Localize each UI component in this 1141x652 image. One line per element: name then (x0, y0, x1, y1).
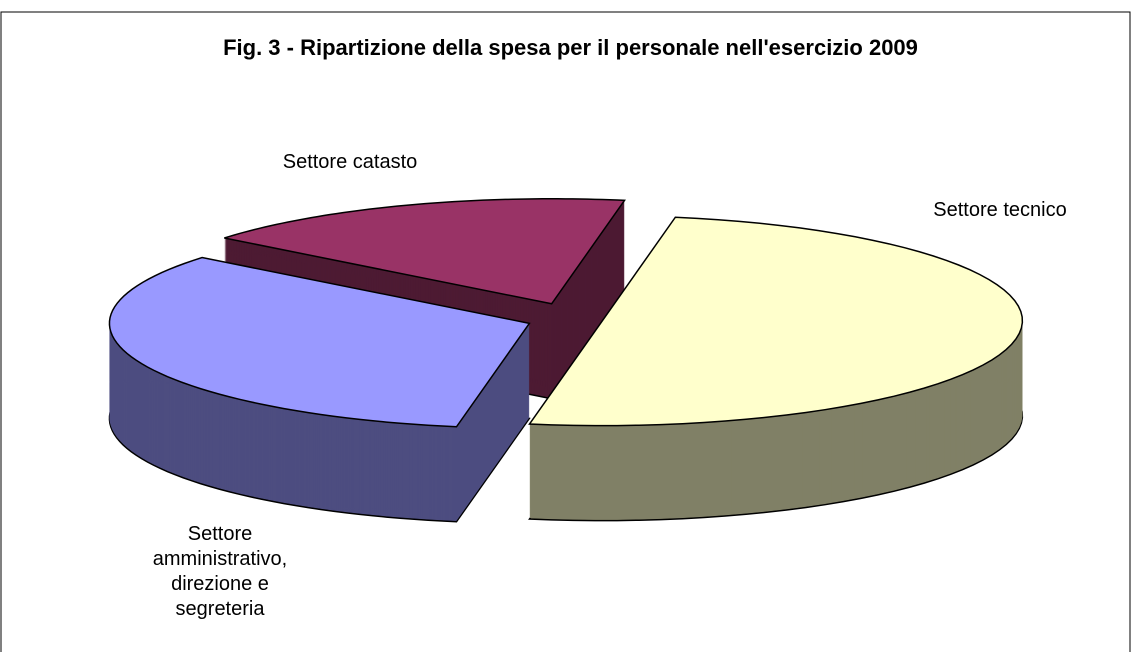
slice-label: Settore tecnico (933, 199, 1067, 221)
slice (528, 216, 1024, 427)
slice-label: Settore catasto (282, 151, 418, 173)
slice-label: Settore amministrativo, direzione e segr… (152, 523, 288, 620)
pie (108, 198, 1024, 523)
slice (224, 198, 626, 305)
slice (108, 256, 531, 428)
chart-title: Fig. 3 - Ripartizione della spesa per il… (223, 35, 918, 60)
